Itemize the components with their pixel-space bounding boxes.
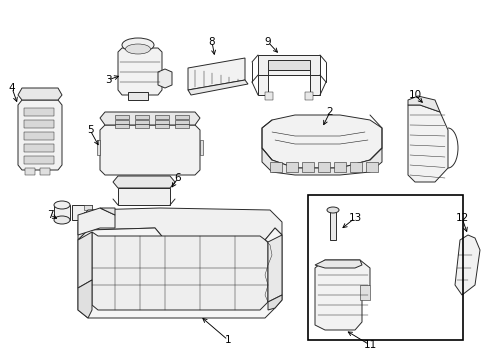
Text: 7: 7 <box>46 210 53 220</box>
Text: 1: 1 <box>224 335 231 345</box>
Polygon shape <box>359 285 369 300</box>
Polygon shape <box>25 168 35 175</box>
Polygon shape <box>24 132 54 140</box>
Polygon shape <box>100 112 200 125</box>
Polygon shape <box>258 70 319 95</box>
Text: 9: 9 <box>264 37 271 47</box>
Polygon shape <box>314 260 361 268</box>
Text: 3: 3 <box>104 75 111 85</box>
Polygon shape <box>314 260 369 330</box>
Polygon shape <box>78 280 92 318</box>
Polygon shape <box>24 144 54 152</box>
Polygon shape <box>100 208 115 215</box>
Polygon shape <box>258 55 319 75</box>
Polygon shape <box>175 115 189 119</box>
Polygon shape <box>175 120 189 124</box>
Polygon shape <box>92 232 267 310</box>
Polygon shape <box>155 115 169 119</box>
Polygon shape <box>72 205 92 220</box>
Polygon shape <box>18 88 62 100</box>
Polygon shape <box>100 125 200 175</box>
Polygon shape <box>329 210 335 240</box>
Polygon shape <box>269 162 282 172</box>
Polygon shape <box>267 235 282 302</box>
Polygon shape <box>40 168 50 175</box>
Polygon shape <box>135 124 149 128</box>
Polygon shape <box>78 208 115 235</box>
Polygon shape <box>175 124 189 128</box>
Polygon shape <box>158 69 172 88</box>
Polygon shape <box>333 162 346 172</box>
Text: 2: 2 <box>326 107 333 117</box>
Text: 13: 13 <box>347 213 361 223</box>
Polygon shape <box>113 176 175 188</box>
Polygon shape <box>24 120 54 128</box>
Polygon shape <box>78 232 92 288</box>
Polygon shape <box>155 120 169 124</box>
Ellipse shape <box>326 207 338 213</box>
Polygon shape <box>118 48 162 95</box>
Polygon shape <box>24 108 54 116</box>
Text: 11: 11 <box>363 340 376 350</box>
Text: 8: 8 <box>208 37 215 47</box>
Polygon shape <box>262 148 381 175</box>
Polygon shape <box>262 115 381 168</box>
Bar <box>307 195 462 340</box>
Polygon shape <box>18 100 62 170</box>
Polygon shape <box>128 92 148 100</box>
Polygon shape <box>155 124 169 128</box>
Ellipse shape <box>54 216 70 224</box>
Text: 6: 6 <box>174 173 181 183</box>
Polygon shape <box>84 212 92 218</box>
Polygon shape <box>407 96 439 112</box>
Text: 4: 4 <box>9 83 15 93</box>
Polygon shape <box>187 80 247 95</box>
Polygon shape <box>407 105 447 182</box>
Polygon shape <box>285 162 297 172</box>
Polygon shape <box>317 162 329 172</box>
Polygon shape <box>78 228 282 318</box>
Text: 12: 12 <box>454 213 468 223</box>
Polygon shape <box>264 92 272 100</box>
Polygon shape <box>115 124 129 128</box>
Polygon shape <box>97 140 100 155</box>
Polygon shape <box>305 92 312 100</box>
Polygon shape <box>135 120 149 124</box>
Text: 10: 10 <box>407 90 421 100</box>
Ellipse shape <box>125 44 150 54</box>
Polygon shape <box>302 162 313 172</box>
Polygon shape <box>115 120 129 124</box>
Polygon shape <box>135 115 149 119</box>
Ellipse shape <box>122 38 154 52</box>
Polygon shape <box>187 58 244 90</box>
Polygon shape <box>115 115 129 119</box>
Polygon shape <box>200 140 203 155</box>
Polygon shape <box>78 208 282 240</box>
Polygon shape <box>267 60 309 70</box>
Polygon shape <box>349 162 361 172</box>
Text: 5: 5 <box>86 125 93 135</box>
Polygon shape <box>454 235 479 295</box>
Polygon shape <box>54 205 70 220</box>
Polygon shape <box>365 162 377 172</box>
Polygon shape <box>267 295 282 310</box>
Ellipse shape <box>54 201 70 209</box>
Polygon shape <box>118 188 170 205</box>
Polygon shape <box>84 205 92 210</box>
Polygon shape <box>24 156 54 164</box>
